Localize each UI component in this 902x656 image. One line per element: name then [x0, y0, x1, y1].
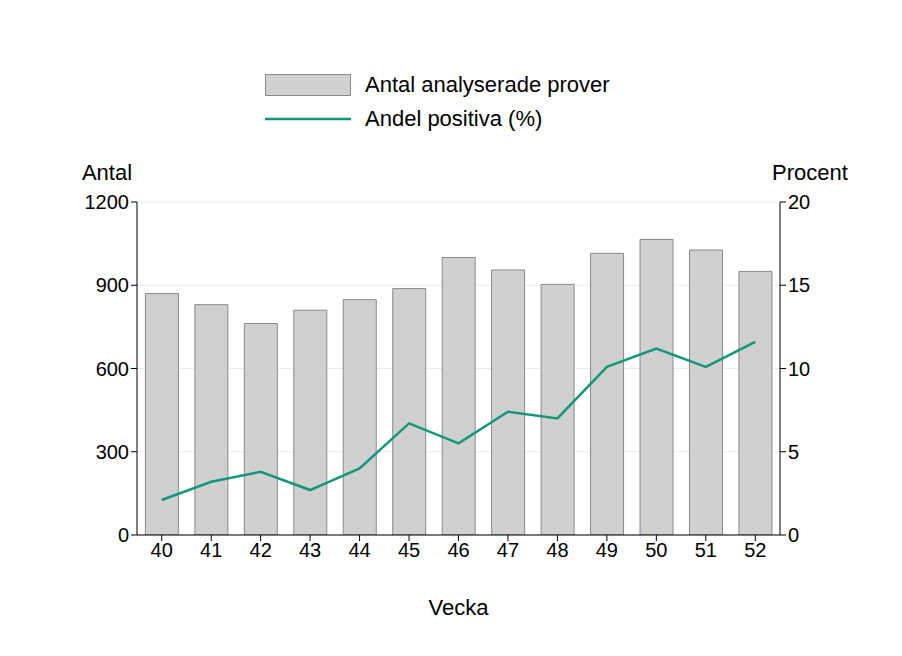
- svg-text:Procent: Procent: [772, 160, 848, 185]
- svg-text:46: 46: [447, 539, 469, 561]
- svg-text:900: 900: [96, 274, 129, 296]
- svg-text:0: 0: [788, 524, 799, 546]
- svg-text:50: 50: [645, 539, 667, 561]
- svg-text:600: 600: [96, 358, 129, 380]
- svg-text:300: 300: [96, 441, 129, 463]
- svg-text:0: 0: [118, 524, 129, 546]
- svg-text:44: 44: [348, 539, 370, 561]
- html-text:Andel positiva (%): Andel positiva (%): [365, 106, 543, 131]
- svg-text:Antal: Antal: [82, 160, 132, 185]
- svg-text:Vecka: Vecka: [429, 595, 490, 620]
- svg-text:52: 52: [744, 539, 766, 561]
- svg-text:40: 40: [151, 539, 173, 561]
- svg-text:43: 43: [299, 539, 321, 561]
- svg-text:47: 47: [497, 539, 519, 561]
- svg-text:49: 49: [596, 539, 618, 561]
- svg-text:51: 51: [695, 539, 717, 561]
- svg-text:42: 42: [250, 539, 272, 561]
- svg-text:45: 45: [398, 539, 420, 561]
- svg-text:1200: 1200: [85, 191, 130, 213]
- svg-text:41: 41: [200, 539, 222, 561]
- svg-text:15: 15: [788, 274, 810, 296]
- svg-text:48: 48: [546, 539, 568, 561]
- svg-text:20: 20: [788, 191, 810, 213]
- svg-text:5: 5: [788, 441, 799, 463]
- html-text:Antal analyserade prover: Antal analyserade prover: [365, 72, 610, 97]
- svg-text:10: 10: [788, 358, 810, 380]
